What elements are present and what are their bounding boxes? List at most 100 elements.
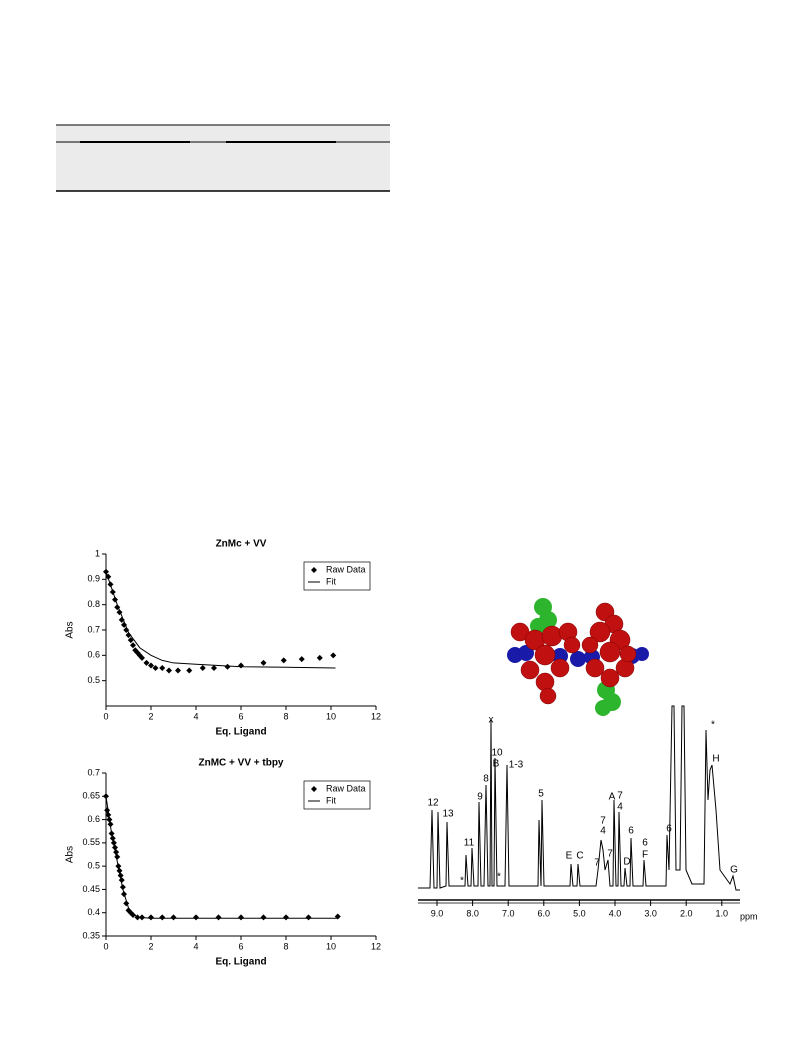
peak-label: 13	[442, 809, 454, 820]
x-tick-label: 4	[193, 941, 198, 951]
peak-label: *	[497, 872, 501, 883]
x-tick-label: 10	[326, 711, 336, 721]
y-tick-label: 0.7	[87, 767, 100, 777]
data-point	[117, 872, 124, 879]
data-point	[305, 914, 312, 921]
data-point	[127, 637, 134, 644]
peak-label: 7	[594, 858, 600, 869]
legend-label: Raw Data	[326, 783, 366, 793]
spectrum-unit: ppm	[740, 911, 758, 921]
peak-label: 9	[477, 792, 483, 803]
x-tick-label: 8	[283, 711, 288, 721]
spectrum-tick-label: 5.0	[573, 908, 586, 918]
data-point	[112, 844, 118, 851]
data-point	[283, 914, 289, 921]
y-tick-label: 0.6	[87, 650, 100, 660]
data-point	[114, 853, 121, 860]
spectrum-tick-label: 4.0	[609, 908, 622, 918]
x-tick-label: 2	[148, 711, 153, 721]
data-point	[175, 667, 181, 674]
x-tick-label: 2	[148, 941, 153, 951]
x-axis-label: Eq. Ligand	[215, 727, 266, 738]
legend-box	[303, 780, 371, 810]
y-tick-label: 1	[95, 548, 100, 558]
peak-label: 7	[607, 849, 613, 860]
peak-label: H	[712, 754, 719, 765]
data-point	[152, 665, 159, 671]
peak-label: 5	[538, 789, 544, 800]
peak-label: 7	[617, 791, 623, 802]
data-point	[186, 667, 193, 674]
legend-swatch	[311, 567, 317, 573]
table-bg	[56, 125, 390, 191]
data-point	[238, 914, 244, 921]
data-point	[215, 914, 222, 921]
y-tick-label: 0.9	[87, 574, 100, 584]
data-point	[199, 665, 206, 671]
data-point	[139, 654, 145, 661]
y-tick-label: 0.45	[82, 884, 100, 894]
y-tick-label: 0.5	[87, 861, 100, 871]
data-point	[330, 652, 337, 659]
peak-label: 6	[628, 826, 634, 837]
spectrum-tick-label: 7.0	[502, 908, 515, 918]
x-tick-label: 4	[193, 711, 198, 721]
data-point	[148, 662, 154, 669]
data-point	[298, 656, 305, 663]
peak-label: x	[489, 715, 494, 726]
data-point	[130, 642, 136, 649]
y-tick-label: 0.65	[82, 791, 100, 801]
x-tick-label: 6	[238, 941, 243, 951]
y-tick-label: 0.7	[87, 624, 100, 634]
peak-label: 10	[491, 748, 503, 759]
peak-label: 11	[464, 838, 475, 849]
x-tick-label: 0	[103, 941, 108, 951]
peak-label: 1-3	[509, 760, 524, 771]
data-point	[316, 654, 323, 661]
data-point	[143, 659, 150, 666]
peak-label: F	[642, 850, 648, 861]
peak-label: 6	[666, 824, 672, 835]
y-axis-label: Abs	[65, 846, 76, 863]
data-point	[104, 807, 111, 814]
data-point	[260, 659, 267, 666]
legend-label: Raw Data	[326, 564, 366, 574]
peak-label: 7	[600, 816, 606, 827]
peak-label: 12	[427, 798, 439, 809]
chart-title: ZnMC + VV + tbpy	[198, 758, 283, 769]
x-tick-label: 6	[238, 711, 243, 721]
spectrum-tick-label: 8.0	[466, 908, 479, 918]
peak-label: E	[566, 851, 573, 862]
peak-label: 8	[483, 774, 489, 785]
data-point	[260, 914, 267, 921]
y-tick-label: 0.6	[87, 814, 100, 824]
x-axis-label: Eq. Ligand	[215, 957, 266, 968]
data-point	[170, 914, 177, 921]
spectrum-tick-label: 1.0	[716, 908, 729, 918]
x-tick-label: 8	[283, 941, 288, 951]
legend-label: Fit	[326, 795, 336, 805]
data-point	[193, 914, 199, 921]
x-tick-label: 0	[103, 711, 108, 721]
data-point	[125, 632, 132, 639]
x-tick-label: 12	[371, 711, 381, 721]
fit-line	[105, 796, 338, 919]
peak-label: A	[609, 792, 616, 803]
peak-label: D	[623, 857, 630, 868]
spectrum-tick-label: 9.0	[431, 908, 444, 918]
data-point	[280, 657, 287, 664]
legend-label: Fit	[326, 576, 336, 586]
data-point	[238, 662, 244, 669]
y-tick-label: 0.5	[87, 675, 100, 685]
peak-label: *	[460, 876, 464, 887]
data-point	[159, 665, 166, 671]
y-axis-label: Abs	[65, 621, 76, 638]
spectrum-trace	[418, 705, 740, 891]
peak-label: G	[730, 865, 738, 876]
x-tick-label: 12	[371, 941, 381, 951]
data-point	[224, 663, 231, 670]
spectrum-tick-label: 6.0	[538, 908, 551, 918]
data-point	[159, 914, 166, 921]
legend-box	[303, 561, 371, 591]
